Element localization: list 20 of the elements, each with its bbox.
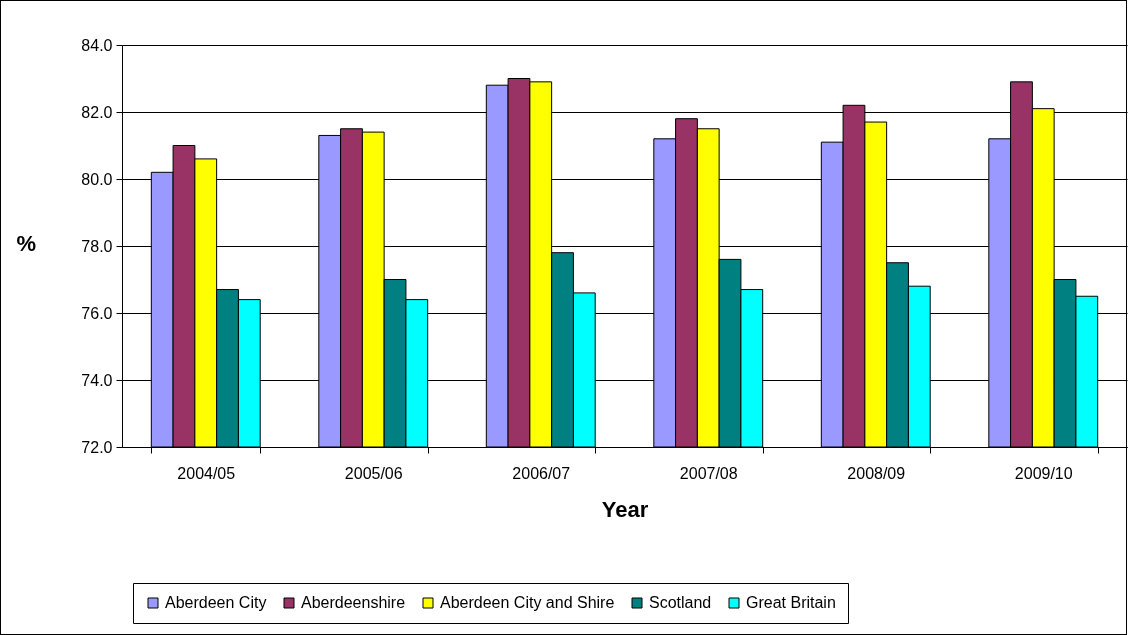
x-tick-label: 2009/10	[1014, 464, 1073, 482]
x-tick-label: 2004/05	[177, 464, 236, 482]
y-tick-label: 82.0	[81, 103, 113, 121]
y-tick-label: 84.0	[81, 36, 113, 54]
y-tick-label: 80.0	[81, 170, 113, 188]
legend-label: Aberdeenshire	[301, 594, 406, 611]
x-tick-label: 2006/07	[512, 464, 571, 482]
x-axis-title: Year	[601, 496, 649, 522]
x-tick-label: 2005/06	[344, 464, 403, 482]
legend-label: Scotland	[649, 594, 712, 611]
legend-label: Great Britain	[746, 594, 836, 611]
y-tick-label: 78.0	[81, 237, 113, 255]
y-axis-title: %	[16, 230, 37, 256]
y-tick-label: 74.0	[81, 371, 113, 389]
legend-label: Aberdeen City and Shire	[440, 594, 615, 611]
y-tick-label: 72.0	[81, 438, 113, 456]
x-tick-label: 2008/09	[847, 464, 906, 482]
x-tick-label: 2007/08	[679, 464, 738, 482]
y-tick-label: 76.0	[81, 304, 113, 322]
legend-label: Aberdeen City	[165, 594, 267, 611]
